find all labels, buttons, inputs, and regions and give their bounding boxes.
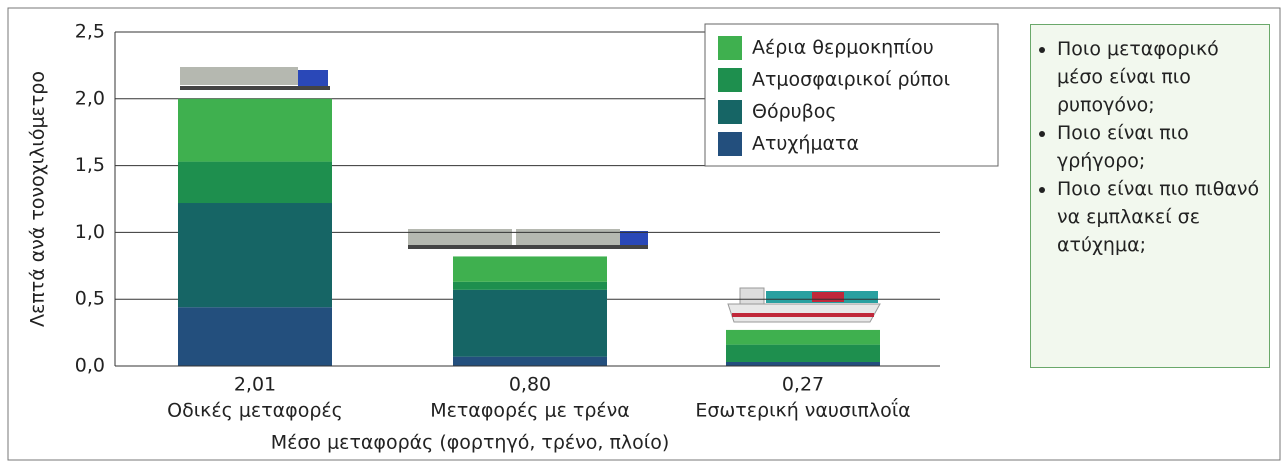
x-tick-label: Οδικές μεταφορές [167,400,343,422]
question-list: Ποιο μεταφορικό μέσο είναι πιο ρυπογόνο;… [1039,35,1261,259]
frame [7,7,1281,461]
total-label: 0,80 [509,374,551,396]
legend-swatch [718,36,742,60]
y-tick-label: 0,5 [75,288,105,310]
legend-swatch [718,132,742,156]
x-tick-label: Εσωτερική ναυσιπλοΐα [695,398,910,422]
legend-swatch [718,68,742,92]
y-tick-label: 1,5 [75,154,105,176]
legend-box [704,23,999,167]
question: Ποιο είναι πιο γρήγορο; [1057,119,1261,175]
y-axis-label: Λεπτά ανά τονοχιλιόμετρο [27,71,49,327]
ship-icon [727,287,881,323]
bar-segment [453,356,607,366]
y-tick-label: 0,0 [75,355,105,377]
x-axis-label: Μέσο μεταφοράς (φορτηγό, τρένο, πλοίο) [271,432,670,454]
y-tick-label: 2,5 [75,21,105,43]
total-label: 2,01 [234,374,276,396]
question: Ποιο είναι πιο πιθανό να εμπλακεί σε ατύ… [1057,175,1261,259]
legend-label: Αέρια θερμοκηπίου [752,37,934,59]
question-box: Ποιο μεταφορικό μέσο είναι πιο ρυπογόνο;… [1030,24,1270,368]
bar-segment [726,329,880,345]
y-tick-label: 1,0 [75,221,105,243]
truck-icon [408,229,648,249]
total-label: 0,27 [782,374,824,396]
bar-segment [453,289,607,357]
question: Ποιο μεταφορικό μέσο είναι πιο ρυπογόνο; [1057,35,1261,119]
bar-segment [178,203,332,308]
bar-segment [178,307,332,366]
bar-segment [178,161,332,204]
legend-swatch [718,100,742,124]
legend-label: Θόρυβος [752,101,837,123]
bar-segment [453,256,607,282]
y-tick-label: 2,0 [75,87,105,109]
x-tick-label: Μεταφορές με τρένα [430,400,630,422]
bar-segment [453,281,607,290]
bar-segment [726,344,880,362]
bar-segment [726,361,880,366]
legend-label: Ατυχήματα [752,133,859,155]
bar-segment [178,98,332,162]
truck-icon [180,67,330,90]
legend-label: Ατμοσφαιρικοί ρύποι [752,69,950,91]
